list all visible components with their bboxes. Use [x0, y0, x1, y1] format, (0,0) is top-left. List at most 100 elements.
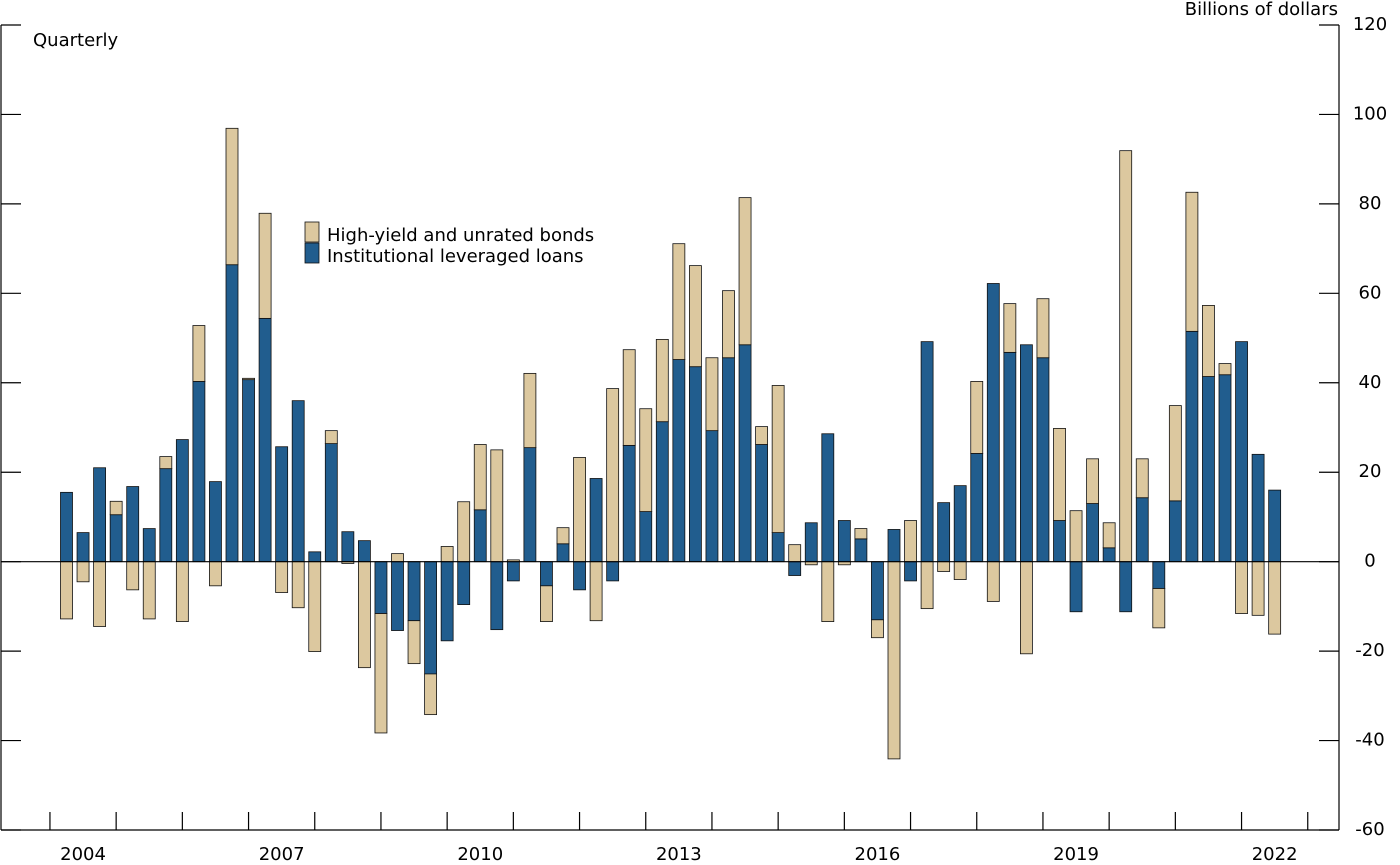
bar: [258, 317, 272, 563]
bar: [374, 613, 388, 734]
bar: [407, 620, 421, 665]
bar: [1036, 357, 1050, 563]
bar: [109, 500, 123, 516]
bar: [1202, 376, 1215, 563]
y-axis-label: Billions of dollars: [1185, 0, 1338, 20]
bar: [1235, 341, 1248, 563]
bar: [1102, 522, 1116, 549]
bar: [490, 449, 504, 563]
bar: [937, 561, 951, 572]
y-tick-label: 100: [1353, 103, 1387, 124]
x-tick-label: 2013: [656, 844, 702, 865]
bar: [970, 453, 984, 563]
y-tick-label: -60: [1355, 819, 1384, 840]
bar: [1020, 561, 1033, 655]
x-tick-label: 2007: [259, 844, 305, 865]
bar: [391, 553, 404, 563]
bar: [1218, 374, 1232, 563]
bar: [1053, 427, 1066, 521]
legend-label: Institutional leveraged loans: [327, 246, 584, 267]
bar: [821, 433, 835, 563]
bar: [689, 366, 702, 563]
bar: [1168, 500, 1182, 563]
bar: [291, 400, 305, 563]
bar: [1086, 458, 1099, 504]
bar: [175, 561, 189, 622]
bar: [424, 673, 438, 716]
bar: [192, 325, 206, 382]
bar: [1119, 561, 1133, 613]
bar: [1168, 405, 1182, 502]
bar: [1235, 561, 1248, 614]
bar: [689, 265, 702, 368]
y-tick-label: 40: [1359, 372, 1382, 393]
x-tick-label: 2022: [1252, 844, 1298, 865]
bar: [871, 619, 884, 639]
bar: [391, 561, 404, 631]
bar: [1268, 561, 1282, 635]
bar: [573, 457, 586, 563]
bar: [506, 561, 520, 582]
bar: [986, 561, 1000, 602]
bar: [556, 527, 570, 545]
bar: [473, 444, 487, 511]
bar: [573, 561, 586, 591]
bar: [424, 561, 438, 675]
bar: [275, 446, 289, 563]
bar: [771, 532, 785, 563]
bar: [209, 481, 222, 563]
bar: [589, 561, 603, 622]
bar: [159, 456, 173, 470]
bar: [1185, 191, 1199, 332]
bar: [1102, 547, 1116, 563]
bar: [821, 561, 835, 622]
bar: [324, 443, 338, 563]
bar: [341, 531, 355, 563]
bar: [490, 561, 504, 631]
bar: [291, 561, 305, 609]
bar: [126, 561, 140, 591]
bar: [672, 359, 686, 563]
y-tick-label: 0: [1364, 551, 1375, 572]
bar: [93, 467, 106, 563]
bar: [76, 561, 90, 583]
bar: [622, 349, 636, 446]
bar: [175, 439, 189, 563]
bar: [76, 532, 90, 563]
bar: [1202, 305, 1215, 377]
bar: [887, 561, 901, 760]
bar: [126, 486, 140, 563]
bar: [920, 561, 934, 610]
bar: [258, 212, 272, 319]
y-tick-label: -40: [1355, 730, 1384, 751]
bar: [953, 561, 967, 580]
bar: [1036, 298, 1050, 359]
bar: [755, 444, 768, 563]
bar: [1218, 363, 1232, 376]
bar: [523, 372, 537, 449]
bar: [1135, 458, 1149, 499]
y-tick-label: 80: [1359, 193, 1382, 214]
y-tick-label: 20: [1359, 461, 1382, 482]
bar: [1053, 520, 1066, 563]
bar: [540, 585, 553, 622]
bar: [837, 520, 851, 563]
bar: [970, 381, 984, 454]
bar: [142, 528, 156, 563]
y-tick-label: 60: [1359, 282, 1382, 303]
bar: [887, 529, 901, 563]
bar: [440, 561, 454, 642]
bar: [755, 426, 768, 445]
bar: [1119, 150, 1133, 563]
bar: [1003, 351, 1017, 563]
bar: [357, 561, 371, 669]
bar: [159, 468, 173, 563]
bar: [639, 511, 653, 563]
bar: [209, 561, 222, 587]
bar: [142, 561, 156, 620]
bar: [225, 127, 239, 266]
bar: [308, 551, 322, 563]
bar: [606, 388, 620, 563]
bar: [523, 447, 537, 563]
